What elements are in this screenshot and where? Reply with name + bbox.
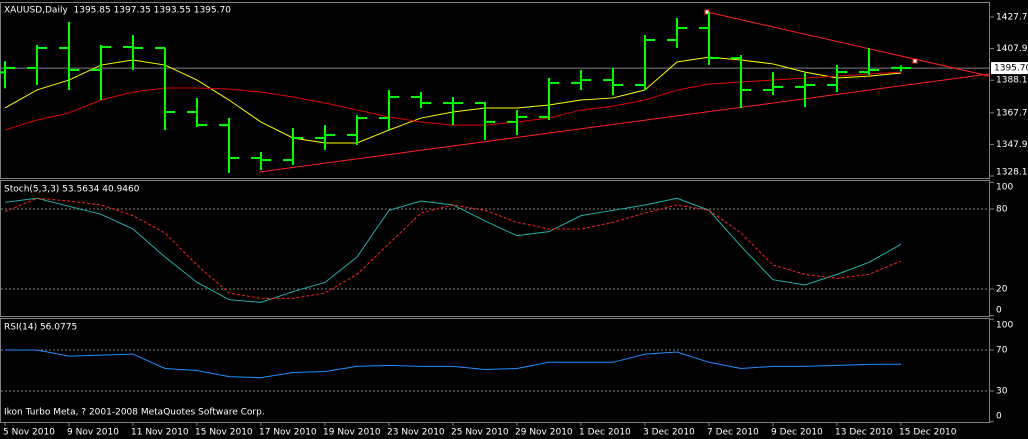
current-price-box	[991, 62, 1028, 75]
x-tick-label: 13 Dec 2010	[835, 428, 893, 438]
indicator-line	[5, 349, 902, 379]
x-tick-label: 1 Dec 2010	[579, 428, 631, 438]
stoch-panel	[0, 180, 990, 317]
y-tick-label: 80	[996, 204, 1008, 214]
copyright: Ikon Turbo Meta, ? 2001-2008 MetaQuotes …	[4, 408, 265, 418]
x-tick-label: 9 Nov 2010	[67, 428, 119, 438]
trendline	[258, 73, 990, 173]
current-price-label: 1395.70	[994, 64, 1028, 74]
y-tick-label: 30	[996, 387, 1008, 397]
y-tick-label: 100	[996, 321, 1013, 331]
y-tick-label: 0	[996, 306, 1002, 316]
price-title: XAUUSD,Daily 1395.85 1397.35 1393.55 139…	[4, 6, 231, 16]
x-tick-label: 25 Nov 2010	[451, 428, 509, 438]
y-tick-label: 20	[996, 285, 1008, 295]
y-tick-label: 1388.10	[996, 76, 1028, 86]
indicator-line	[4, 71, 902, 131]
x-tick-label: 15 Dec 2010	[899, 428, 957, 438]
x-tick-label: 15 Nov 2010	[195, 428, 253, 438]
y-tick-label: 100	[996, 183, 1013, 193]
y-tick-label: 70	[996, 346, 1008, 356]
y-tick-label: 1328.10	[996, 168, 1028, 178]
rsi-panel	[0, 318, 990, 423]
x-tick-label: 17 Nov 2010	[259, 428, 317, 438]
x-tick-label: 11 Nov 2010	[131, 428, 189, 438]
indicator-line	[4, 197, 902, 299]
x-tick-label: 9 Dec 2010	[771, 428, 823, 438]
x-tick-label: 7 Dec 2010	[707, 428, 759, 438]
trendline-anchor	[912, 58, 918, 64]
y-tick-label: 1347.90	[996, 140, 1028, 150]
x-tick-label: 23 Nov 2010	[387, 428, 445, 438]
x-tick-label: 29 Nov 2010	[515, 428, 573, 438]
x-tick-label: 5 Nov 2010	[3, 428, 55, 438]
rsi-title: RSI(14) 56.0775	[4, 323, 77, 333]
trendline-anchor	[704, 9, 710, 15]
y-tick-label: 1427.70	[996, 13, 1028, 23]
x-tick-label: 3 Dec 2010	[643, 428, 695, 438]
trendlines	[258, 9, 990, 173]
y-tick-label: 1407.90	[996, 44, 1028, 54]
x-tick-label: 19 Nov 2010	[323, 428, 381, 438]
trendline	[706, 11, 990, 77]
stoch-title: Stoch(5,3,3) 53.5634 40.9460	[4, 185, 140, 195]
y-tick-label: 1367.70	[996, 108, 1028, 118]
y-tick-label: 0	[996, 412, 1002, 422]
